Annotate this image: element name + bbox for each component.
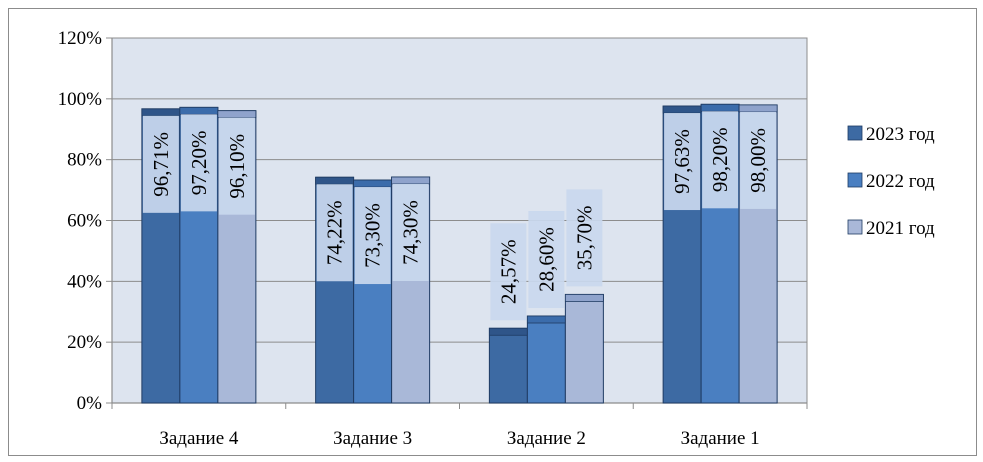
x-category-label: Задание 2 [507, 428, 586, 449]
legend-label: 2023 год [866, 124, 935, 145]
data-label: 24,57% [496, 239, 520, 304]
legend-label: 2022 год [866, 171, 935, 192]
bar-top-cap [179, 106, 219, 115]
y-tick-label: 60% [67, 211, 102, 232]
data-label-box [316, 184, 353, 282]
data-label-box [664, 113, 701, 211]
data-label: 74,22% [323, 200, 347, 265]
bar-top-cap [353, 179, 393, 188]
data-label: 28,60% [534, 227, 558, 292]
data-label: 35,70% [572, 206, 596, 271]
bar [564, 293, 604, 404]
bar [488, 327, 528, 404]
data-label: 74,30% [399, 200, 423, 265]
bar-top-cap [141, 108, 181, 117]
y-tick-label: 20% [67, 332, 102, 353]
data-label: 97,20% [187, 130, 211, 195]
bar-top-cap [662, 105, 702, 114]
data-label: 96,10% [225, 134, 249, 199]
y-tick-label: 80% [67, 150, 102, 171]
bar-top-cap [217, 110, 257, 119]
legend-swatch [847, 172, 863, 188]
bar-top-cap [391, 176, 431, 185]
bar [526, 315, 566, 404]
data-label-box [142, 115, 179, 213]
data-label: 97,63% [670, 129, 694, 194]
legend-swatch [847, 219, 863, 235]
y-tick-label: 100% [58, 89, 103, 110]
data-label: 98,00% [746, 128, 770, 193]
data-label-box [180, 114, 217, 212]
y-tick-label: 120% [58, 28, 103, 49]
y-tick-label: 40% [67, 271, 102, 292]
bar-top-cap [700, 103, 740, 112]
x-category-label: Задание 4 [159, 428, 239, 449]
data-label-box [528, 211, 565, 309]
data-label-box [490, 223, 527, 321]
data-label-box [218, 117, 255, 215]
data-label-box [392, 184, 429, 282]
x-category-label: Задание 3 [333, 428, 412, 449]
bar-top-cap [315, 176, 355, 185]
data-label: 96,71% [149, 132, 173, 197]
bar-top-cap [488, 327, 528, 336]
data-label: 73,30% [361, 203, 385, 268]
data-label-box [566, 189, 603, 287]
data-label-box [702, 111, 739, 209]
data-label: 98,20% [708, 127, 732, 192]
y-tick-label: 0% [77, 393, 103, 414]
legend-swatch [847, 125, 863, 141]
bar-top-cap [564, 294, 604, 302]
legend-label: 2021 год [866, 218, 935, 239]
data-label-box [740, 111, 777, 209]
bar-top-cap [526, 315, 566, 324]
data-label-box [354, 187, 391, 285]
x-category-label: Задание 1 [681, 428, 760, 449]
bar-top-cap [738, 104, 778, 113]
